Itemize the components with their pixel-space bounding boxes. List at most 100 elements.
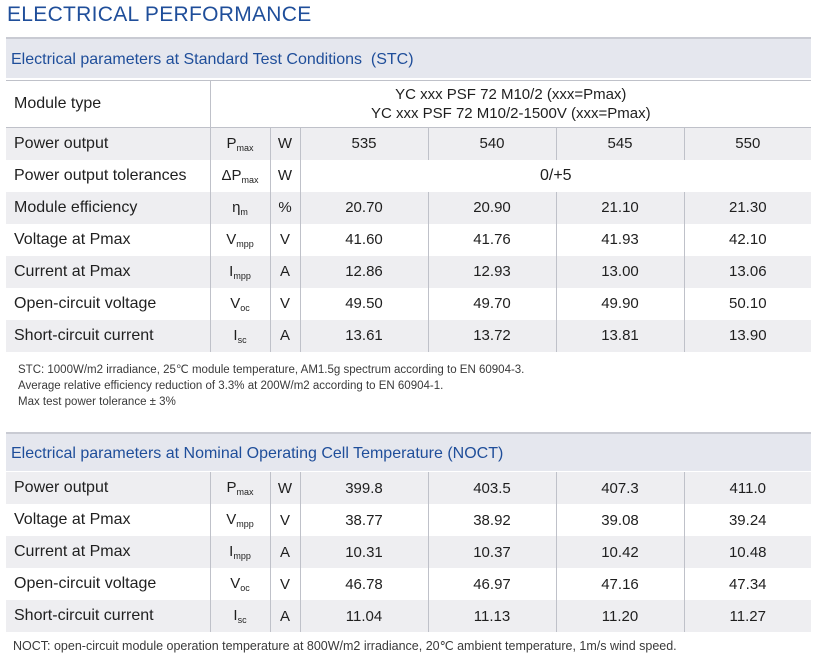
symbol-main: P	[226, 134, 237, 152]
row-unit: A	[270, 536, 301, 568]
row-value: 50.10	[684, 287, 812, 320]
symbol-subscript: oc	[240, 583, 250, 593]
symbol-main: V	[226, 511, 237, 528]
row-label: Open-circuit voltage	[6, 568, 211, 600]
symbol-main: η	[232, 198, 241, 216]
row-unit: V	[270, 223, 301, 256]
symbol-subscript: mpp	[236, 238, 254, 249]
row-value: 13.00	[556, 255, 685, 288]
table-row: Voltage at Pmax Vmpp V 41.60 41.76 41.93 42.10	[6, 223, 812, 256]
table-row: Open-circuit voltage Voc V 46.78 46.97 47.16 4…	[6, 568, 811, 600]
row-value: 21.30	[684, 191, 812, 224]
row-value: 38.77	[300, 504, 429, 536]
row-label: Voltage at Pmax	[6, 223, 211, 256]
row-symbol: Pmax	[210, 127, 271, 160]
row-value: 407.3	[556, 472, 685, 504]
symbol-main: I	[229, 543, 234, 560]
symbol-main: V	[230, 294, 241, 312]
symbol-subscript: sc	[237, 334, 247, 345]
row-value: 545	[556, 127, 685, 160]
row-symbol: ΔPmax	[210, 159, 271, 192]
row-value: 20.90	[428, 191, 557, 224]
row-label: Power output tolerances	[6, 159, 211, 192]
stc-note-3: Max test power tolerance ± 3%	[18, 396, 176, 408]
symbol-subscript: mpp	[236, 519, 254, 529]
table-row: Module efficiency ηm% 20.70 20.90 21.10 21.30	[6, 191, 812, 224]
row-symbol: Pmax	[210, 472, 271, 504]
table-row: Short-circuit current Isc A 13.61 13.72 13.81…	[6, 319, 812, 352]
row-unit: V	[270, 568, 301, 600]
row-symbol: Isc	[210, 319, 271, 352]
row-symbol: Isc	[210, 600, 271, 632]
row-label: Power output	[6, 472, 211, 504]
symbol-main: ΔP	[221, 166, 242, 184]
stc-table: Module type YC xxx PSF 72 M10/2 (xxx=Pma…	[6, 80, 812, 352]
row-symbol: Vmpp	[210, 504, 271, 536]
row-value: 11.27	[684, 600, 811, 632]
row-value: 49.70	[428, 287, 557, 320]
row-symbol: Vmpp	[210, 223, 271, 256]
symbol-subscript: max	[241, 174, 259, 185]
row-value: 42.10	[684, 223, 812, 256]
row-unit: V	[270, 504, 301, 536]
row-value: 39.08	[556, 504, 685, 536]
row-unit: A	[270, 600, 301, 632]
module-type-label: Module type	[6, 80, 211, 128]
row-span-value: 0/+5	[300, 159, 812, 192]
row-value: 41.60	[300, 223, 429, 256]
symbol-main: P	[226, 479, 237, 496]
symbol-subscript: mpp	[233, 270, 251, 281]
symbol-subscript: mpp	[233, 551, 251, 561]
row-label: Current at Pmax	[6, 536, 211, 568]
row-value: 12.93	[428, 255, 557, 288]
symbol-main: V	[230, 575, 241, 592]
row-value: 540	[428, 127, 557, 160]
module-type-row: Module type YC xxx PSF 72 M10/2 (xxx=Pma…	[6, 80, 812, 128]
row-symbol: Impp	[210, 255, 271, 288]
row-value: 11.20	[556, 600, 685, 632]
row-value: 550	[684, 127, 812, 160]
noct-note: NOCT: open-circuit module operation temp…	[13, 639, 677, 653]
row-value: 13.81	[556, 319, 685, 352]
row-value: 21.10	[556, 191, 685, 224]
row-value: 403.5	[428, 472, 557, 504]
row-unit: V	[270, 287, 301, 320]
symbol-subscript: sc	[237, 615, 247, 625]
table-row: Current at Pmax Impp A 10.31 10.37 10.42 10.48	[6, 536, 811, 568]
row-label: Power output	[6, 127, 211, 160]
table-row: Power output Pmax W 399.8 403.5 407.3 411.0	[6, 472, 811, 504]
row-symbol: Voc	[210, 568, 271, 600]
page-title: ELECTRICAL PERFORMANCE	[7, 3, 312, 26]
row-value: 11.13	[428, 600, 557, 632]
row-unit: W	[270, 472, 301, 504]
row-value: 399.8	[300, 472, 429, 504]
row-unit: A	[270, 255, 301, 288]
row-value: 535	[300, 127, 429, 160]
symbol-subscript: max	[236, 142, 254, 153]
symbol-subscript: m	[240, 206, 248, 217]
symbol-main: I	[233, 607, 238, 624]
table-row: Current at Pmax Impp A 12.86 12.93 13.00 13.06	[6, 255, 812, 288]
row-value: 13.90	[684, 319, 812, 352]
table-row: Power output Pmax W 535 540 545 550	[6, 127, 812, 160]
row-value: 411.0	[684, 472, 811, 504]
row-label: Short-circuit current	[6, 319, 211, 352]
row-value: 13.61	[300, 319, 429, 352]
row-value: 41.93	[556, 223, 685, 256]
module-type-line2: YC xxx PSF 72 M10/2-1500V (xxx=Pmax)	[370, 105, 651, 122]
row-unit: W	[270, 127, 301, 160]
row-symbol: Voc	[210, 287, 271, 320]
row-value: 10.31	[300, 536, 429, 568]
stc-section-heading: Electrical parameters at Standard Test C…	[6, 37, 811, 78]
symbol-main: I	[229, 262, 234, 280]
stc-notes: STC: 1000W/m2 irradiance, 25℃ module tem…	[18, 362, 524, 410]
row-value: 49.90	[556, 287, 685, 320]
row-value: 10.48	[684, 536, 811, 568]
stc-note-2: Average relative efficiency reduction of…	[18, 380, 444, 392]
row-value: 10.37	[428, 536, 557, 568]
symbol-subscript: oc	[240, 302, 250, 313]
row-unit: %	[270, 191, 301, 224]
row-value: 13.06	[684, 255, 812, 288]
row-label: Open-circuit voltage	[6, 287, 211, 320]
noct-table: Power output Pmax W 399.8 403.5 407.3 411.0 Vol…	[6, 472, 811, 632]
